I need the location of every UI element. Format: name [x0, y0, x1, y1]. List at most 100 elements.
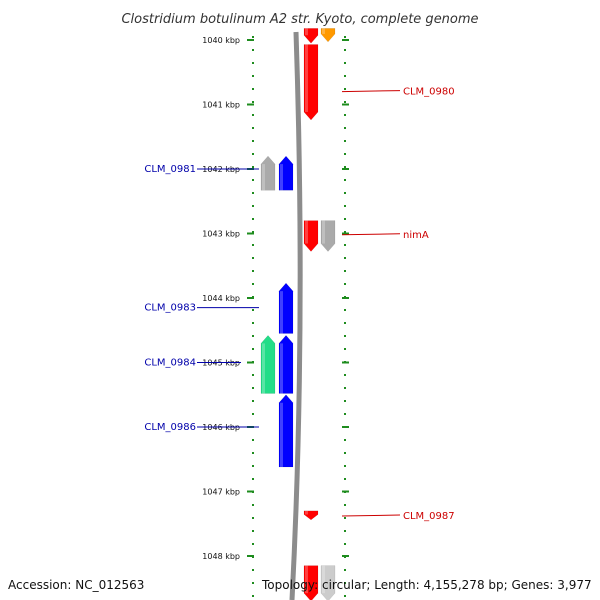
- ring-dot: [344, 335, 346, 337]
- ring-dot: [344, 582, 346, 584]
- ring-dot: [344, 101, 346, 103]
- gene-label-leader: [341, 90, 401, 93]
- ring-dot: [252, 387, 254, 389]
- gene-label[interactable]: CLM_0983: [144, 303, 196, 314]
- ring-dot: [252, 335, 254, 337]
- ring-dot: [344, 569, 346, 571]
- gene-right-arrow-icon[interactable]: [303, 565, 319, 600]
- ring-dot: [252, 244, 254, 246]
- ring-dot: [252, 400, 254, 402]
- ring-dot: [252, 75, 254, 77]
- scale-tick-left: [247, 555, 254, 557]
- ring-dot: [252, 49, 254, 51]
- gene-highlight: [322, 28, 325, 34]
- ring-dot: [252, 205, 254, 207]
- ring-dot: [252, 517, 254, 519]
- ring-dot: [252, 231, 254, 233]
- gene-left-arrow-icon[interactable]: [260, 335, 276, 394]
- gene-label-leader: [341, 233, 401, 236]
- ring-dot: [252, 543, 254, 545]
- ring-dot: [344, 270, 346, 272]
- ring-dot: [252, 101, 254, 103]
- ring-dot: [344, 62, 346, 64]
- scale-tick-left: [247, 361, 254, 364]
- gene-right-arrow-icon[interactable]: [320, 28, 336, 43]
- gene-highlight: [262, 164, 265, 191]
- scale-tick-label: 1040 kbp: [202, 36, 240, 45]
- gene-highlight: [305, 565, 308, 594]
- gene-highlight: [305, 28, 308, 36]
- ring-dot: [344, 517, 346, 519]
- gene-label[interactable]: CLM_0984: [144, 358, 196, 369]
- gene-right-arrow-icon[interactable]: [303, 510, 319, 521]
- scale-tick-right: [342, 297, 349, 299]
- ring-dot: [252, 140, 254, 142]
- ring-dot: [252, 413, 254, 415]
- gene-highlight: [262, 343, 265, 394]
- scale-tick-right: [342, 490, 349, 493]
- ring-dot: [252, 270, 254, 272]
- ring-dot: [344, 452, 346, 454]
- ring-dot: [252, 166, 254, 168]
- topology-summary: Topology: circular; Length: 4,155,278 bp…: [262, 578, 592, 592]
- scale-tick-right: [342, 426, 349, 428]
- ring-dot: [252, 88, 254, 90]
- gene-left-arrow-icon[interactable]: [278, 335, 294, 394]
- ring-dot: [344, 504, 346, 506]
- ring-dot: [252, 309, 254, 311]
- gene-left-arrow-icon[interactable]: [278, 155, 294, 191]
- gene-features: [260, 28, 336, 600]
- ring-dot: [344, 231, 346, 233]
- ring-dot: [344, 322, 346, 324]
- genome-backbone: [289, 31, 303, 600]
- scale-tick-left: [247, 490, 254, 493]
- scale-tick-left: [247, 232, 254, 235]
- gene-left-arrow-icon[interactable]: [278, 282, 294, 334]
- ring-dot: [344, 543, 346, 545]
- ring-dot: [344, 439, 346, 441]
- gene-highlight: [280, 291, 283, 334]
- scale-tick-right: [342, 168, 349, 170]
- gene-highlight: [280, 343, 283, 394]
- ring-dot: [344, 400, 346, 402]
- gene-left-arrow-icon[interactable]: [278, 394, 294, 468]
- ring-dot: [344, 49, 346, 51]
- ring-dot: [252, 595, 254, 597]
- scale-tick-left: [247, 39, 254, 41]
- gene-right-arrow-icon[interactable]: [303, 28, 319, 44]
- ring-dot: [252, 127, 254, 129]
- ring-dot: [252, 530, 254, 532]
- accession-text: Accession: NC_012563: [8, 578, 145, 592]
- scale-tick-right: [342, 555, 349, 557]
- scale-tick-right: [342, 361, 349, 364]
- gene-label[interactable]: CLM_0987: [403, 511, 455, 522]
- gene-right-arrow-icon[interactable]: [320, 220, 336, 252]
- ring-dot: [252, 192, 254, 194]
- ring-dot: [252, 322, 254, 324]
- ring-dot: [252, 348, 254, 350]
- scale-tick-label: 1044 kbp: [202, 294, 240, 303]
- ring-dot: [344, 595, 346, 597]
- ring-dot: [252, 179, 254, 181]
- ring-dot: [252, 218, 254, 220]
- ring-dot: [252, 569, 254, 571]
- ring-dot: [344, 36, 346, 38]
- gene-label[interactable]: CLM_0980: [403, 87, 455, 98]
- gene-right-arrow-icon[interactable]: [303, 44, 319, 121]
- ring-dot: [252, 478, 254, 480]
- ring-dot: [252, 582, 254, 584]
- ring-dot: [252, 283, 254, 285]
- gene-right-arrow-icon[interactable]: [320, 565, 336, 600]
- ring-dot: [344, 387, 346, 389]
- gene-label[interactable]: CLM_0986: [144, 422, 196, 433]
- gene-left-arrow-icon[interactable]: [260, 155, 276, 191]
- ring-dot: [252, 439, 254, 441]
- gene-highlight: [305, 44, 308, 112]
- gene-label[interactable]: CLM_0981: [144, 164, 196, 175]
- ring-dot: [252, 374, 254, 376]
- gene-label[interactable]: nimA: [403, 230, 429, 241]
- gene-right-arrow-icon[interactable]: [303, 220, 319, 252]
- ring-dot: [344, 283, 346, 285]
- gene-highlight: [322, 565, 325, 594]
